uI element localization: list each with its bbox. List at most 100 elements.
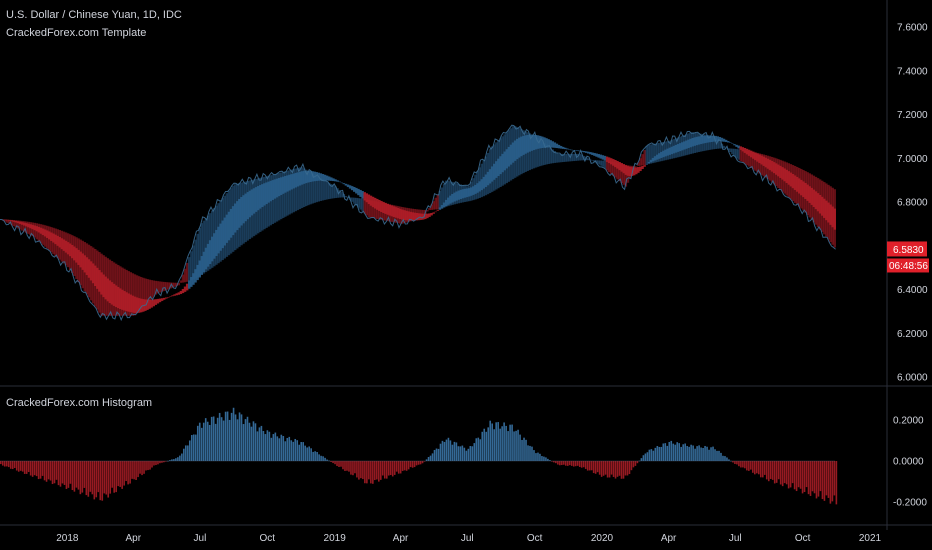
ribbon-core xyxy=(426,213,429,219)
ribbon-segment xyxy=(142,277,145,308)
ribbon-core xyxy=(190,277,193,287)
ribbon-core xyxy=(714,135,717,142)
ribbon-segment xyxy=(580,154,584,161)
histogram-bar xyxy=(389,461,392,476)
ribbon-segment xyxy=(139,277,143,310)
histogram-bar xyxy=(370,461,372,484)
histogram-bar xyxy=(648,449,651,461)
ribbon-core xyxy=(413,212,417,221)
ribbon-core xyxy=(557,144,561,149)
ribbon-core xyxy=(461,189,465,199)
ribbon-segment xyxy=(430,204,433,210)
histogram-bar xyxy=(151,461,153,468)
histogram-bar xyxy=(405,461,408,471)
histogram-bar xyxy=(467,448,470,461)
ribbon-core xyxy=(171,295,174,297)
histogram-bar xyxy=(499,428,501,461)
last-price-label: 6.5830 xyxy=(893,245,924,256)
ribbon-segment xyxy=(747,151,751,167)
histogram-bar xyxy=(181,453,183,461)
histogram-bar xyxy=(744,461,746,469)
time-tick-label: Oct xyxy=(795,533,811,544)
histogram-bar xyxy=(75,461,78,488)
histogram-bar xyxy=(614,461,617,479)
ribbon-core xyxy=(248,190,252,218)
ribbon-core xyxy=(457,190,460,200)
histogram-bar xyxy=(752,461,754,473)
ribbon-core xyxy=(407,211,410,221)
ribbon-core xyxy=(497,158,500,177)
histogram-bar xyxy=(177,457,179,461)
ribbon-core xyxy=(386,203,389,215)
histogram-bar xyxy=(115,461,117,493)
ribbon-core xyxy=(476,183,479,193)
histogram-bar xyxy=(332,461,334,464)
histogram-bar xyxy=(652,450,655,461)
ribbon-core xyxy=(119,288,122,310)
ribbon-segment xyxy=(286,170,289,216)
ribbon-core xyxy=(524,135,527,154)
ribbon-core xyxy=(246,192,249,220)
ribbon-core xyxy=(467,188,471,197)
ribbon-core xyxy=(363,192,366,201)
ribbon-core xyxy=(150,299,153,308)
histogram-bar xyxy=(338,461,340,467)
ribbon-core xyxy=(85,257,89,276)
ribbon-segment xyxy=(150,280,153,299)
ribbon-segment xyxy=(367,199,371,218)
histogram-bar xyxy=(244,419,247,461)
ribbon-core xyxy=(265,182,268,205)
histogram-bar xyxy=(463,447,466,461)
ribbon-segment xyxy=(599,160,603,166)
ribbon-core xyxy=(146,299,149,310)
histogram-bar xyxy=(109,461,112,494)
ribbon-segment xyxy=(708,135,711,150)
ribbon-segment xyxy=(183,268,187,283)
ribbon-core xyxy=(643,165,646,167)
histogram-bar xyxy=(646,452,649,461)
histogram-bar xyxy=(97,461,100,493)
histogram-bar xyxy=(489,420,492,461)
ribbon-segment xyxy=(729,148,732,153)
histogram-bar xyxy=(722,455,724,461)
ribbon-core xyxy=(591,152,594,156)
ribbon-segment xyxy=(643,150,646,166)
time-tick-label: Jul xyxy=(461,533,474,544)
histogram-bar xyxy=(403,461,406,471)
ribbon-core xyxy=(238,198,241,228)
histogram-bar xyxy=(238,412,241,461)
ribbon-segment xyxy=(353,197,356,204)
ribbon-core xyxy=(31,224,34,230)
ribbon-core xyxy=(165,297,168,299)
histogram-bar xyxy=(696,446,698,461)
ribbon-core xyxy=(116,286,120,309)
histogram-bar xyxy=(809,461,812,496)
ribbon-core xyxy=(294,172,298,188)
ribbon-core xyxy=(384,202,387,214)
ribbon-core xyxy=(357,188,360,196)
ribbon-core xyxy=(22,222,26,226)
histogram-bar xyxy=(190,435,193,461)
ribbon-core xyxy=(50,232,53,241)
histogram-bar xyxy=(626,461,629,476)
histogram-bar xyxy=(799,461,802,489)
histogram-bar xyxy=(612,461,615,477)
ribbon-core xyxy=(660,151,663,158)
histogram-bar xyxy=(0,461,2,465)
histogram-bar xyxy=(340,461,342,467)
ribbon-core xyxy=(486,171,490,186)
ribbon-core xyxy=(298,171,302,186)
ribbon-core xyxy=(706,135,709,143)
ribbon-segment xyxy=(325,181,329,200)
histogram-bar xyxy=(121,461,123,489)
ribbon-segment xyxy=(298,167,302,210)
ribbon-core xyxy=(68,243,72,257)
ribbon-core xyxy=(572,150,575,151)
price-tick-label: 6.0000 xyxy=(897,373,928,384)
ribbon-core xyxy=(158,298,162,303)
ribbon-core xyxy=(275,178,279,198)
ribbon-segment xyxy=(317,176,321,202)
ribbon-core xyxy=(327,176,331,181)
histogram-bar xyxy=(682,444,684,461)
